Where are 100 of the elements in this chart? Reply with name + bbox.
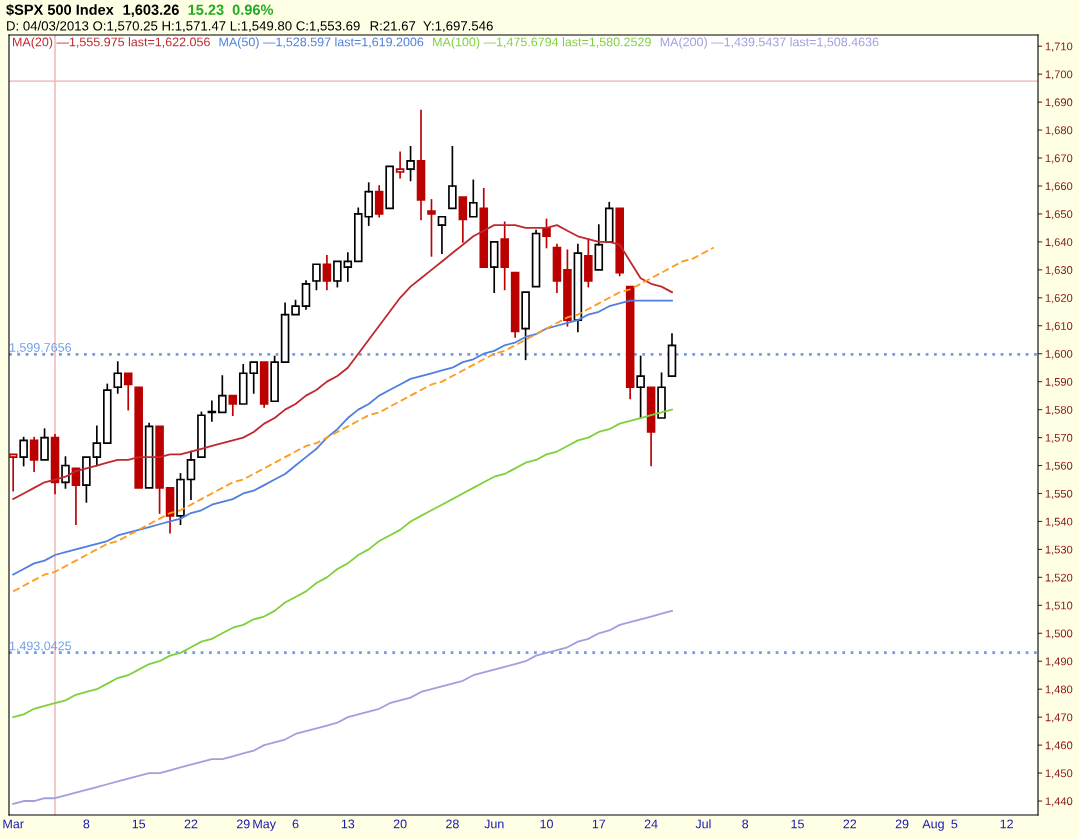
text: 15.23 (188, 4, 224, 15)
text: MA(20) —1,555.975 last=1,622.056 (13, 37, 210, 49)
y-tick-label: 1,500 (1045, 629, 1073, 639)
candlestick (395, 151, 405, 179)
candlestick (301, 280, 311, 310)
y-tick-label: 1,470 (1045, 713, 1073, 723)
candlestick (134, 386, 143, 489)
candlestick (92, 425, 102, 467)
text: R:21.67 Y:1,697.546 (370, 21, 493, 33)
x-tick-label: 22 (843, 819, 857, 829)
y-tick-label: 1,560 (1045, 461, 1073, 471)
candlestick (615, 207, 624, 277)
candlestick (228, 394, 238, 417)
ref-line-label: 1,599.7656 (9, 343, 72, 354)
candlestick (374, 185, 384, 218)
candlestick (510, 271, 520, 338)
candlestick (155, 425, 164, 514)
candlestick (123, 372, 133, 411)
x-tick-label: Mar (3, 819, 24, 829)
candlestick (218, 375, 227, 414)
y-tick-label: 1,480 (1045, 685, 1073, 695)
x-tick-label: 15 (791, 819, 804, 829)
candlestick (103, 383, 112, 445)
candlestick (144, 422, 154, 489)
y-tick-label: 1,520 (1045, 573, 1073, 583)
candlestick (437, 215, 447, 254)
y-tick-label: 1,620 (1045, 294, 1073, 304)
candlestick (667, 333, 677, 377)
chart-title: $SPX 500 Index (6, 3, 114, 16)
candlestick (521, 291, 530, 361)
x-tick-label: 28 (446, 819, 459, 829)
y-tick-label: 1,640 (1045, 238, 1073, 248)
candlestick (489, 241, 499, 294)
candlestick (113, 361, 123, 394)
y-tick-label: 1,650 (1045, 210, 1073, 220)
candlestick (594, 224, 604, 271)
candlestick (458, 196, 468, 243)
y-tick-label: 1,670 (1045, 154, 1073, 164)
line-series (12, 408, 673, 719)
y-tick-label: 1,490 (1045, 657, 1073, 667)
y-tick-label: 1,600 (1045, 349, 1073, 360)
x-tick-label: Aug (922, 819, 944, 831)
line-series (12, 224, 673, 500)
candlestick (259, 361, 269, 408)
x-tick-label: 15 (132, 819, 146, 829)
y-tick-label: 1,690 (1045, 98, 1073, 108)
y-tick-label: 1,580 (1045, 405, 1073, 416)
candlestick (280, 302, 290, 363)
x-tick-label: 29 (895, 819, 909, 829)
candlestick (448, 145, 457, 210)
x-tick-label: Jul (695, 819, 711, 829)
candlestick (625, 285, 635, 400)
x-tick-label: 10 (540, 819, 553, 829)
y-tick-label: 1,660 (1045, 182, 1073, 192)
x-tick-label: 8 (742, 819, 749, 829)
ref-line-label: 1,493.0425 (9, 641, 72, 652)
candlestick (479, 187, 489, 268)
y-tick-label: 1,540 (1045, 517, 1073, 527)
text: D: 04/03/2013 O:1,570.25 H:1,571.47 L:1,549.80 C:1,553.69 (7, 20, 360, 33)
y-tick-label: 1,630 (1045, 266, 1073, 276)
candlestick (469, 179, 478, 218)
y-tick-label: 1,510 (1045, 601, 1073, 611)
x-tick-label: 17 (592, 819, 606, 829)
candlestick (552, 243, 562, 294)
x-tick-label: May (253, 819, 276, 831)
y-tick-label: 1,700 (1045, 70, 1073, 80)
candlestick (416, 109, 426, 221)
y-tick-label: 1,550 (1045, 489, 1073, 499)
x-tick-label: 29 (236, 819, 250, 829)
candlestick (186, 450, 196, 500)
line-series (12, 246, 715, 593)
text: 0.96% (232, 4, 274, 15)
x-tick-label: 13 (341, 819, 355, 829)
x-tick-label: Jun (484, 819, 504, 829)
x-tick-label: 6 (292, 819, 299, 829)
y-tick-label: 1,530 (1045, 545, 1073, 555)
chart-subtitle: 1,603.26 (123, 4, 179, 18)
y-tick-label: 1,570 (1045, 433, 1073, 444)
candlestick (604, 201, 614, 243)
candlestick (500, 221, 509, 291)
candlestick (29, 436, 39, 472)
x-tick-label: 8 (83, 819, 90, 829)
x-tick-label: 24 (644, 819, 658, 829)
candlestick (646, 386, 656, 467)
x-tick-label: 12 (1000, 819, 1013, 829)
line-series (12, 610, 673, 805)
candlestick (531, 229, 541, 288)
y-tick-label: 1,460 (1045, 741, 1073, 751)
y-tick-label: 1,710 (1045, 42, 1073, 52)
candlestick (636, 355, 645, 419)
x-tick-label: 20 (393, 819, 407, 829)
y-tick-label: 1,680 (1045, 126, 1073, 136)
y-tick-label: 1,590 (1045, 377, 1073, 388)
candlestick (322, 255, 332, 291)
text: MA(200) —1,439.5437 last=1,508.4636 (660, 37, 879, 49)
x-tick-label: 5 (951, 819, 958, 829)
x-tick-label: 22 (184, 819, 198, 829)
y-tick-label: 1,450 (1045, 769, 1073, 779)
y-tick-label: 1,440 (1045, 797, 1073, 807)
line-series (12, 299, 673, 576)
